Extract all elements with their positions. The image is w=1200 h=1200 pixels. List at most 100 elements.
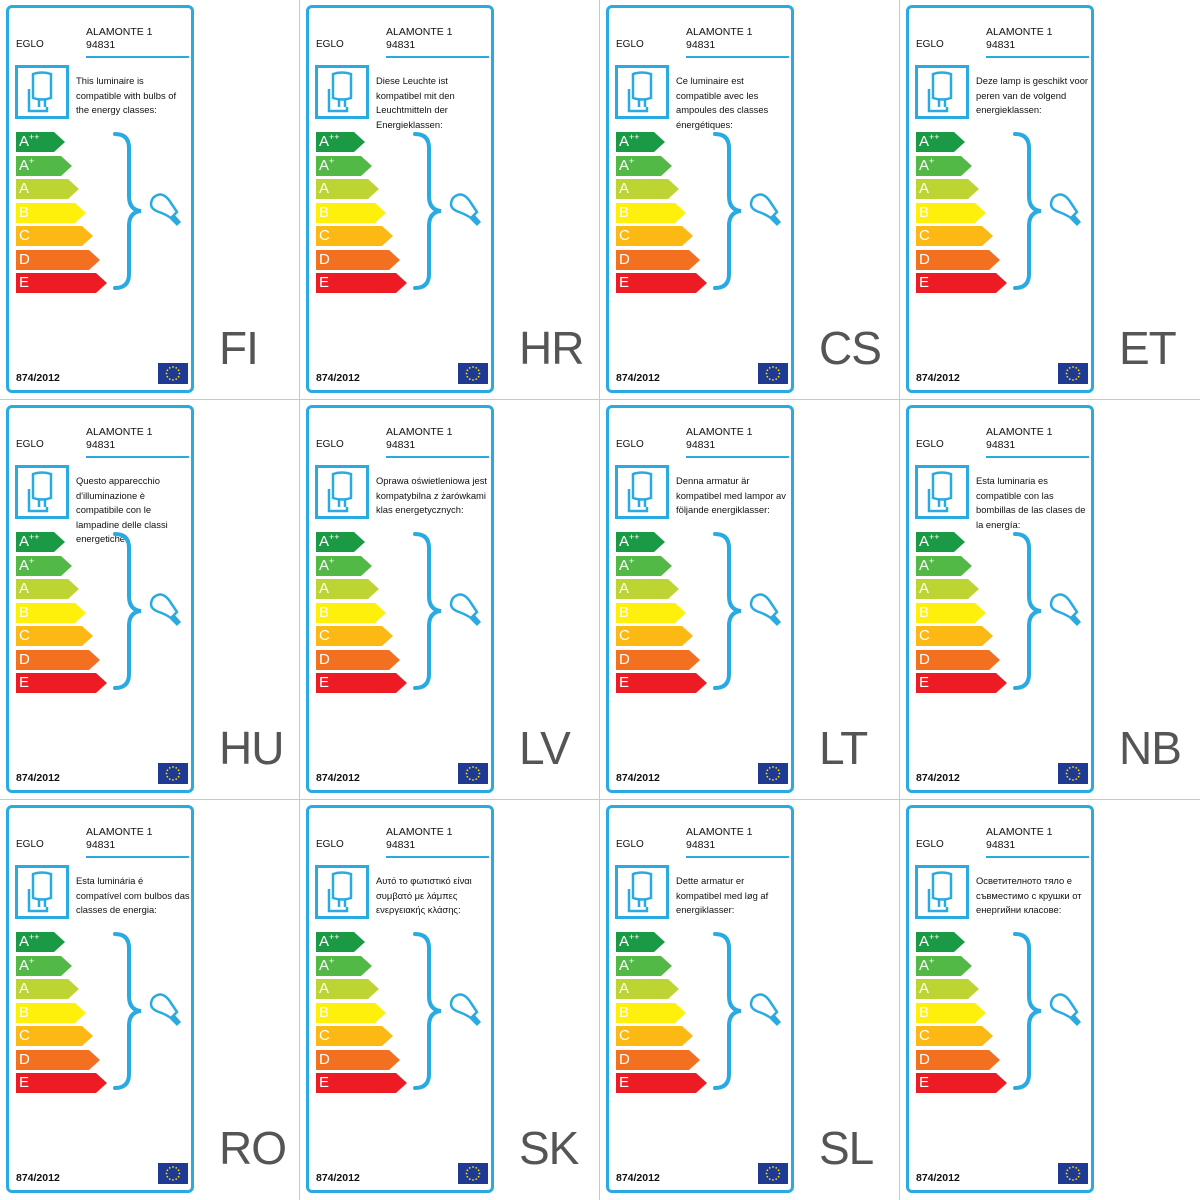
energy-class-letter: A+ (919, 955, 935, 974)
energy-label-card: EGLO ALAMONTE 1 94831 Осветителното тяло е … (906, 805, 1094, 1193)
header-divider (86, 56, 189, 58)
energy-class-suffix: ++ (929, 532, 940, 542)
brace-icon (411, 530, 445, 697)
energy-class-letter: E (919, 274, 930, 291)
energy-class-letter: B (619, 1003, 630, 1021)
grid-divider-vertical (899, 0, 900, 1200)
model-info: ALAMONTE 1 94831 (686, 826, 753, 851)
energy-class-letter: E (319, 674, 330, 691)
brace-icon (111, 530, 145, 697)
brace-icon (411, 130, 445, 297)
energy-class-arrow: A+ (16, 555, 73, 576)
energy-class-arrow: A (316, 579, 380, 599)
energy-class-arrow: B (16, 1002, 87, 1023)
eu-flag-icon (758, 1163, 788, 1184)
compatibility-text: Dette armatur er kompatibel med løg af e… (676, 875, 769, 915)
eu-flag-icon (1058, 363, 1088, 384)
bulb-icon (747, 592, 787, 633)
energy-class-arrow: C (616, 1026, 694, 1046)
header-divider (386, 56, 489, 58)
energy-class-arrow: A (16, 979, 80, 999)
energy-class-arrow: A++ (916, 532, 966, 552)
model-number: 94831 (86, 838, 116, 851)
grid-divider-vertical (599, 0, 600, 1200)
compatibility-text: Ce luminaire est compatible avec les amp… (676, 75, 769, 130)
eu-flag-icon (158, 363, 188, 384)
energy-class-letter: C (19, 627, 30, 644)
regulation-number: 874/2012 (16, 772, 60, 784)
bulb-icon (747, 192, 787, 233)
model-name: ALAMONTE 1 (86, 26, 153, 38)
energy-class-letter: A++ (919, 932, 940, 951)
energy-class-arrow: A (16, 179, 80, 199)
energy-class-arrow: A (616, 579, 680, 599)
energy-class-arrow: C (16, 1026, 94, 1046)
model-info: ALAMONTE 1 94831 (86, 426, 153, 451)
energy-class-arrow: C (916, 1026, 994, 1046)
header-divider (986, 56, 1089, 58)
energy-class-letter: D (19, 650, 30, 668)
energy-class-arrow: B (616, 1002, 687, 1023)
energy-class-arrow: A++ (616, 532, 666, 552)
energy-label-card: EGLO ALAMONTE 1 94831 Esta luminaria es com… (906, 405, 1094, 793)
energy-class-letter: E (19, 674, 30, 691)
energy-class-letter: A++ (619, 132, 640, 151)
model-number: 94831 (986, 438, 1016, 451)
energy-class-arrow: D (316, 1049, 401, 1070)
energy-class-suffix: ++ (329, 532, 340, 542)
compatibility-text: Осветителното тяло е съвместимо с крушки… (976, 875, 1082, 915)
bulb-icon (1047, 992, 1087, 1033)
energy-class-arrow: C (316, 226, 394, 246)
energy-class-letter: A+ (919, 555, 935, 574)
energy-class-suffix: ++ (629, 532, 640, 542)
eu-flag-icon (758, 763, 788, 784)
energy-class-letter: A++ (19, 532, 40, 551)
energy-class-letter: C (319, 1027, 330, 1044)
eu-flag-icon (758, 363, 788, 384)
brace-icon (411, 930, 445, 1097)
energy-class-letter: E (919, 674, 930, 691)
energy-class-arrow: D (916, 649, 1001, 670)
compatibility-text: Αυτό το φωτιστικό είναι συμβατό με λάμπε… (376, 875, 472, 915)
eu-flag-icon (1058, 1163, 1088, 1184)
energy-class-arrow: A (16, 579, 80, 599)
model-info: ALAMONTE 1 94831 (86, 826, 153, 851)
energy-class-arrow: E (316, 673, 408, 693)
brand-name: EGLO (316, 839, 344, 850)
energy-class-letter: A+ (19, 955, 35, 974)
energy-class-letter: C (19, 227, 30, 244)
energy-class-arrow: A (616, 979, 680, 999)
energy-class-letter: A (19, 980, 30, 997)
model-name: ALAMONTE 1 (386, 426, 453, 438)
eu-flag-icon (458, 763, 488, 784)
label-cell: EGLO ALAMONTE 1 94831 Denna armatur är komp… (600, 400, 899, 799)
energy-class-suffix: ++ (29, 132, 40, 142)
model-info: ALAMONTE 1 94831 (686, 26, 753, 51)
energy-class-suffix: ++ (629, 132, 640, 142)
lamp-icon (915, 465, 969, 524)
energy-class-arrow: D (616, 249, 701, 270)
energy-class-arrow: B (916, 1002, 987, 1023)
energy-class-letter: A (919, 580, 930, 597)
energy-class-arrow: A++ (616, 932, 666, 952)
energy-class-arrow: D (616, 1049, 701, 1070)
model-info: ALAMONTE 1 94831 (386, 26, 453, 51)
label-cell: EGLO ALAMONTE 1 94831 Αυτό το φωτιστικό είν… (300, 800, 599, 1199)
bulb-icon (147, 992, 187, 1033)
energy-class-letter: D (319, 650, 330, 668)
energy-label-card: EGLO ALAMONTE 1 94831 Dette armatur er komp… (606, 805, 794, 1193)
energy-class-suffix: ++ (29, 932, 40, 942)
language-code: HR (519, 322, 584, 374)
energy-class-arrow: A+ (916, 555, 973, 576)
language-code: HU (219, 722, 284, 774)
energy-class-arrow: E (316, 273, 408, 293)
energy-class-arrow: A (916, 979, 980, 999)
energy-class-arrow: B (316, 202, 387, 223)
energy-class-arrow: C (916, 626, 994, 646)
label-cell: EGLO ALAMONTE 1 94831 Осветителното тяло е … (900, 800, 1199, 1199)
energy-class-letter: D (919, 650, 930, 668)
energy-class-letter: A (319, 580, 330, 597)
eu-flag-icon (158, 763, 188, 784)
model-number: 94831 (86, 438, 116, 451)
model-name: ALAMONTE 1 (986, 426, 1053, 438)
